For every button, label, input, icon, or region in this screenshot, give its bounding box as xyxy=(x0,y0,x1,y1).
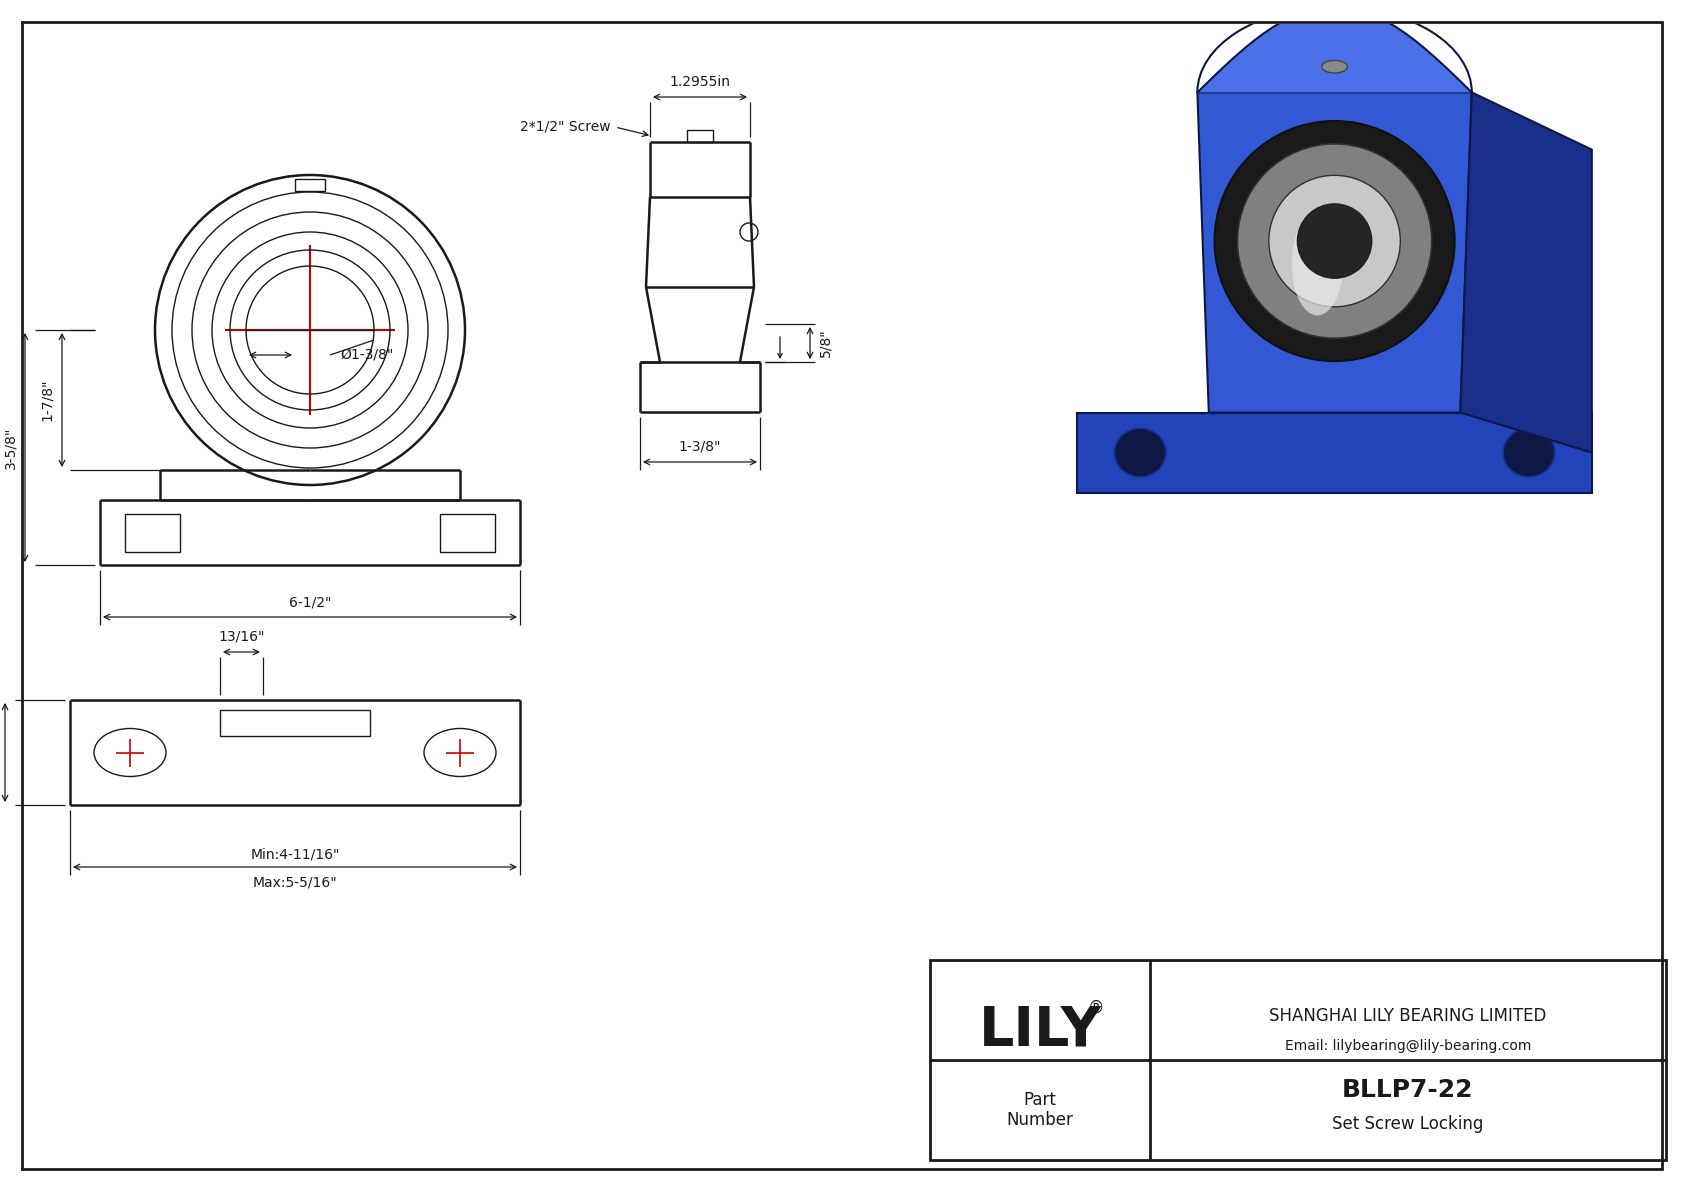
Polygon shape xyxy=(1197,7,1472,93)
Text: Ø1-3/8": Ø1-3/8" xyxy=(340,348,394,362)
Text: 1-3/8": 1-3/8" xyxy=(679,439,721,454)
Bar xyxy=(295,179,325,191)
Text: Min:4-11/16": Min:4-11/16" xyxy=(251,848,340,862)
Circle shape xyxy=(1268,175,1401,307)
Ellipse shape xyxy=(1322,61,1347,73)
Polygon shape xyxy=(1460,93,1591,453)
Text: Part
Number: Part Number xyxy=(1007,1091,1073,1129)
Ellipse shape xyxy=(1292,212,1344,316)
Bar xyxy=(125,513,180,551)
Circle shape xyxy=(1214,121,1455,361)
Text: 1-7/8": 1-7/8" xyxy=(40,379,54,422)
Text: BLLP7-22: BLLP7-22 xyxy=(1342,1078,1474,1102)
Text: Max:5-5/16": Max:5-5/16" xyxy=(253,875,337,888)
Text: 2*1/2" Screw: 2*1/2" Screw xyxy=(520,120,611,135)
Text: ®: ® xyxy=(1088,999,1105,1017)
Bar xyxy=(687,130,712,142)
Ellipse shape xyxy=(1504,429,1554,476)
Circle shape xyxy=(1297,204,1372,279)
Text: 5/8": 5/8" xyxy=(818,329,832,357)
Circle shape xyxy=(1238,144,1431,338)
Text: 1.2955in: 1.2955in xyxy=(670,75,731,89)
Bar xyxy=(930,960,1665,1160)
Text: Email: lilybearing@lily-bearing.com: Email: lilybearing@lily-bearing.com xyxy=(1285,1039,1531,1053)
Text: SHANGHAI LILY BEARING LIMITED: SHANGHAI LILY BEARING LIMITED xyxy=(1270,1008,1546,1025)
Text: 3-5/8": 3-5/8" xyxy=(3,426,17,469)
Text: LILY: LILY xyxy=(978,1003,1101,1056)
Text: Set Screw Locking: Set Screw Locking xyxy=(1332,1115,1484,1133)
Polygon shape xyxy=(1197,93,1472,412)
Ellipse shape xyxy=(1115,429,1165,476)
Polygon shape xyxy=(1078,412,1591,493)
Bar xyxy=(440,513,495,551)
Text: 6-1/2": 6-1/2" xyxy=(288,596,332,609)
Text: 13/16": 13/16" xyxy=(219,630,264,644)
Bar xyxy=(221,710,370,736)
